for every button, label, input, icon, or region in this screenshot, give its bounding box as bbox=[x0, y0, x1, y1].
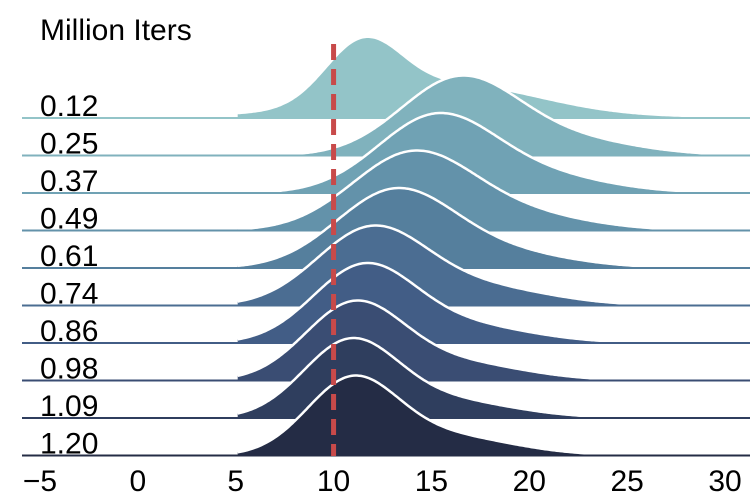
ridge-label-0.37: 0.37 bbox=[40, 165, 98, 198]
ridge-label-1.20: 1.20 bbox=[40, 428, 98, 461]
ridge-label-0.98: 0.98 bbox=[40, 353, 98, 386]
ridge-label-1.09: 1.09 bbox=[40, 390, 98, 423]
ridge-outline-0.25 bbox=[237, 74, 729, 157]
ridge-0.12: 0.12 bbox=[22, 38, 750, 123]
legend-title: Million Iters bbox=[40, 14, 192, 47]
x-axis: −5 0 5 10 15 20 25 30 bbox=[23, 465, 742, 498]
ridge-area-0.37 bbox=[237, 113, 731, 193]
ridge-label-0.12: 0.12 bbox=[40, 90, 98, 123]
x-tick-label: 5 bbox=[227, 465, 244, 498]
x-tick-label: −5 bbox=[23, 465, 57, 498]
ridge-label-0.74: 0.74 bbox=[40, 278, 98, 311]
x-tick-label: 0 bbox=[130, 465, 147, 498]
ridge-1.20: 1.20 bbox=[22, 374, 750, 461]
ridge-outline-0.61 bbox=[237, 186, 729, 270]
ridge-label-0.86: 0.86 bbox=[40, 315, 98, 348]
x-tick-label: 30 bbox=[708, 465, 741, 498]
ridge-area-0.25 bbox=[237, 75, 731, 156]
ridge-label-0.61: 0.61 bbox=[40, 240, 98, 273]
x-tick-label: 25 bbox=[610, 465, 643, 498]
x-tick-label: 20 bbox=[513, 465, 546, 498]
ridges-group: 0.12 0.25 0.37 0.49 0.61 0.74 0.86 0.98 1.09 1.20 bbox=[22, 38, 750, 461]
ridge-outline-0.37 bbox=[237, 111, 729, 194]
ridge-area-0.12 bbox=[237, 38, 731, 118]
ridge-label-0.25: 0.25 bbox=[40, 128, 98, 161]
ridge-outline-0.49 bbox=[237, 149, 729, 232]
ridge-0.25: 0.25 bbox=[22, 74, 750, 161]
ridge-area-1.20 bbox=[237, 375, 731, 456]
ridge-label-0.49: 0.49 bbox=[40, 203, 98, 236]
x-tick-label: 10 bbox=[317, 465, 350, 498]
x-tick-label: 15 bbox=[415, 465, 448, 498]
